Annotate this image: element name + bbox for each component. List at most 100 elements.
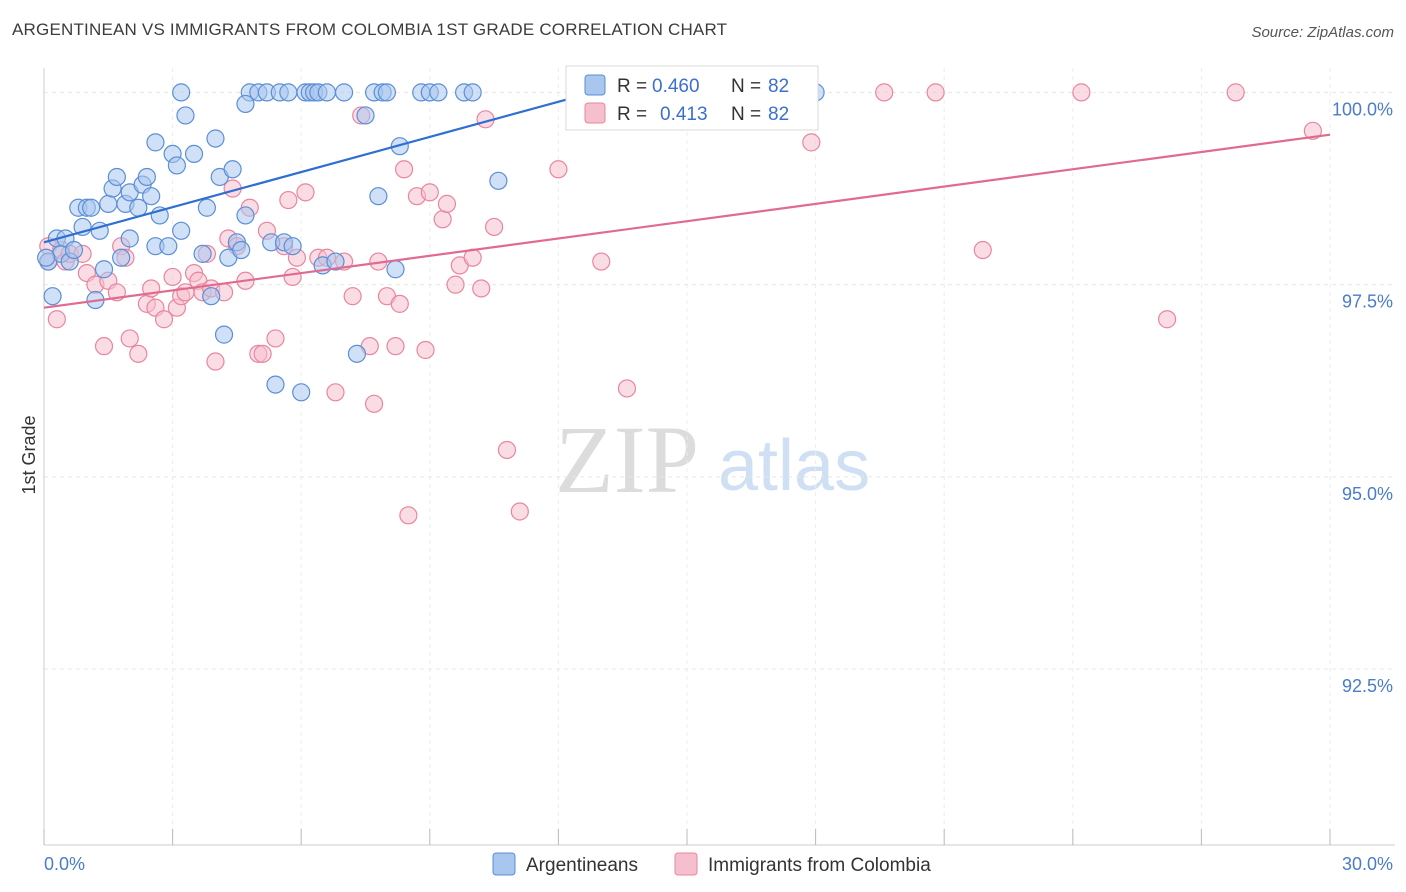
x-tick-label-max: 30.0% xyxy=(1342,854,1393,874)
scatter-point xyxy=(283,237,302,256)
trend-line-pink xyxy=(43,133,1331,309)
legend-n-value-blue: 82 xyxy=(768,76,789,97)
scatter-point xyxy=(206,352,225,371)
scatter-point xyxy=(154,310,174,329)
bottom-legend-label-argentineans: Argentineans xyxy=(526,855,638,876)
scatter-point xyxy=(356,106,375,125)
legend-box: R = 0.460 N = 82 R = 0.413 N = 82 xyxy=(565,65,819,131)
scatter-point xyxy=(43,287,62,306)
legend-swatch-pink xyxy=(584,102,606,124)
scatter-point xyxy=(296,183,315,202)
scatter-point xyxy=(206,129,225,148)
bottom-legend: Argentineans Immigrants from Colombia xyxy=(492,852,931,876)
scatter-point xyxy=(433,210,452,229)
scatter-point xyxy=(279,83,298,102)
scatter-point xyxy=(875,83,894,102)
scatter-point xyxy=(377,83,397,102)
legend-r-value-pink: 0.413 xyxy=(660,104,708,125)
scatter-point xyxy=(429,83,448,102)
scatter-point xyxy=(343,287,362,306)
scatter-point xyxy=(364,394,384,413)
scatter-point xyxy=(390,294,409,313)
scatter-point xyxy=(292,383,311,402)
scatter-point xyxy=(446,275,465,294)
scatter-point xyxy=(266,375,285,394)
y-tick-label: 97.5% xyxy=(1342,292,1393,312)
series-immigrants-colombia xyxy=(39,83,1322,525)
legend-n-value-pink: 82 xyxy=(768,104,789,125)
scatter-point xyxy=(64,240,84,260)
trend-line-blue xyxy=(43,91,593,244)
scatter-point xyxy=(394,160,414,179)
y-tick-label: 100.0% xyxy=(1332,99,1393,119)
scatter-point xyxy=(82,198,101,217)
scatter-point xyxy=(347,344,367,363)
bottom-legend-label-colombia: Immigrants from Colombia xyxy=(708,855,931,876)
scatter-point xyxy=(214,325,234,344)
scatter-point xyxy=(472,279,491,298)
legend-swatch-blue xyxy=(584,74,606,96)
scatter-point xyxy=(1226,83,1245,102)
scatter-point xyxy=(489,171,508,190)
scatter-point xyxy=(326,383,345,402)
scatter-point xyxy=(617,379,637,398)
scatter-point xyxy=(317,83,337,102)
scatter-point xyxy=(120,329,139,348)
scatter-point xyxy=(112,248,131,267)
trend-lines xyxy=(43,91,1331,309)
y-tick-label: 92.5% xyxy=(1342,676,1393,696)
legend-r-value-blue: 0.460 xyxy=(652,76,700,97)
scatter-point xyxy=(99,194,118,213)
scatter-point xyxy=(386,337,405,356)
scatter-point xyxy=(184,144,204,163)
x-tick-label-min: 0.0% xyxy=(44,854,85,874)
scatter-point xyxy=(236,206,255,225)
legend-n-label-pink: N = xyxy=(731,104,761,125)
series-argentineans xyxy=(37,83,825,402)
scatter-point xyxy=(510,502,529,521)
scatter-point xyxy=(253,344,272,363)
y-tick-label: 95.0% xyxy=(1342,484,1393,504)
watermark: ZIP atlas xyxy=(555,406,870,513)
scatter-point xyxy=(202,287,221,306)
axes: 92.5% 95.0% 97.5% 100.0% xyxy=(43,68,1395,846)
scatter-point xyxy=(549,160,568,179)
scatter-point xyxy=(37,248,56,267)
scatter-point xyxy=(802,133,821,152)
scatter-point xyxy=(159,237,178,256)
watermark-atlas: atlas xyxy=(718,426,870,506)
scatter-point xyxy=(437,194,457,213)
scatter-point xyxy=(107,167,126,187)
legend-r-label-pink: R = xyxy=(617,104,647,125)
scatter-point xyxy=(172,83,191,102)
scatter-point xyxy=(94,260,114,279)
bottom-legend-swatch-colombia xyxy=(674,852,698,876)
scatter-point xyxy=(592,252,611,271)
scatter-point xyxy=(279,190,298,210)
bottom-legend-swatch-argentineans xyxy=(492,852,516,876)
scatter-point xyxy=(973,240,992,260)
y-axis-label: 1st Grade xyxy=(19,415,39,494)
scatter-point xyxy=(266,329,285,348)
scatter-point xyxy=(1158,310,1177,329)
scatter-point xyxy=(120,229,139,248)
scatter-point xyxy=(369,187,388,206)
scatter-point xyxy=(926,83,945,102)
scatter-point xyxy=(1303,121,1322,140)
scatter-point xyxy=(326,252,345,271)
scatter-point xyxy=(416,340,435,360)
scatter-point xyxy=(137,167,156,187)
scatter-point xyxy=(232,240,251,260)
scatter-point xyxy=(236,94,255,114)
scatter-point xyxy=(283,267,302,287)
scatter-point xyxy=(146,133,165,152)
legend-r-label-blue: R = xyxy=(617,76,647,97)
scatter-point xyxy=(176,106,195,125)
scatter-point xyxy=(497,440,517,460)
scatter-point xyxy=(334,83,354,102)
scatter-point xyxy=(129,344,148,363)
scatter-point xyxy=(1072,83,1091,102)
scatter-point xyxy=(142,187,161,206)
scatter-point xyxy=(47,310,66,329)
